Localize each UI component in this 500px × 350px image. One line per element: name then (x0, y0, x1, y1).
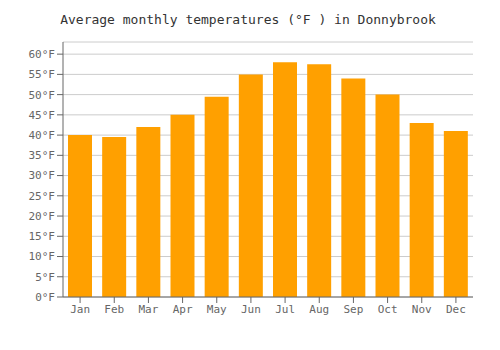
svg-text:40°F: 40°F (29, 129, 56, 142)
svg-text:May: May (207, 303, 227, 316)
svg-text:Jul: Jul (275, 303, 295, 316)
svg-text:20°F: 20°F (29, 210, 56, 223)
svg-text:Apr: Apr (173, 303, 193, 316)
svg-text:10°F: 10°F (29, 250, 56, 263)
svg-text:Feb: Feb (104, 303, 124, 316)
svg-text:15°F: 15°F (29, 230, 56, 243)
svg-text:55°F: 55°F (29, 68, 56, 81)
svg-text:5°F: 5°F (35, 271, 55, 284)
svg-text:Jan: Jan (70, 303, 90, 316)
svg-text:30°F: 30°F (29, 169, 56, 182)
svg-text:35°F: 35°F (29, 149, 56, 162)
svg-text:Aug: Aug (309, 303, 329, 316)
svg-text:0°F: 0°F (35, 291, 55, 304)
svg-text:Dec: Dec (446, 303, 466, 316)
svg-text:25°F: 25°F (29, 190, 56, 203)
html-text:Average monthly temperatures (: Average monthly temperatures (°F ) in Do… (60, 12, 436, 27)
svg-text:Jun: Jun (241, 303, 261, 316)
svg-text:60°F: 60°F (29, 48, 56, 61)
svg-text:50°F: 50°F (29, 89, 56, 102)
svg-text:Mar: Mar (138, 303, 158, 316)
svg-text:Nov: Nov (412, 303, 432, 316)
svg-text:45°F: 45°F (29, 109, 56, 122)
svg-text:Oct: Oct (378, 303, 398, 316)
svg-text:Sep: Sep (343, 303, 363, 316)
